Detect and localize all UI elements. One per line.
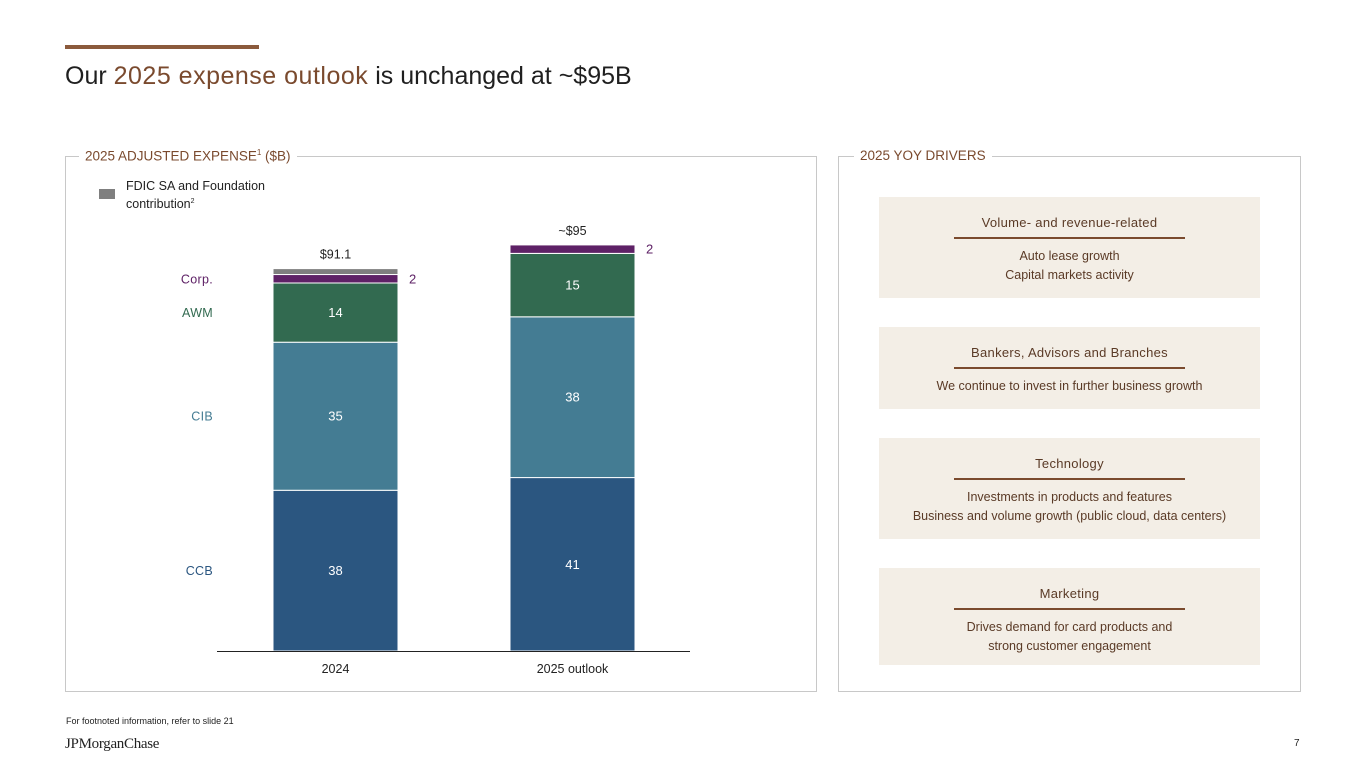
bar-fdic-sa-and-foundation-contribution-2024: [272, 268, 399, 276]
driver-line: Drives demand for card products and: [966, 620, 1173, 634]
bar-corp-2025-outlook: [509, 244, 636, 254]
driver-card: Marketing Drives demand for card products…: [879, 568, 1260, 665]
page-number: 7: [1294, 738, 1300, 749]
driver-line: Auto lease growth: [1019, 249, 1120, 263]
x-tick-2025-outlook: 2025 outlook: [537, 662, 609, 676]
bar-ccb-2024: [272, 489, 399, 652]
bar-cib-2025-outlook: [509, 316, 636, 479]
segment-label-ccb: CCB: [186, 564, 213, 578]
data-label-ccb-2025-outlook: 41: [565, 557, 579, 572]
data-label-awm-2025-outlook: 15: [565, 278, 579, 293]
data-label-ccb-2024: 38: [328, 563, 342, 578]
total-label-2024: $91.1: [320, 248, 351, 262]
expense-panel-label: 2025 ADJUSTED EXPENSE1 ($B): [79, 148, 297, 164]
x-tick-2024: 2024: [322, 662, 350, 676]
bar-awm-2024: [272, 282, 399, 343]
bar-corp-2024: [272, 274, 399, 284]
segment-label-corp: Corp.: [181, 272, 213, 286]
company-logo: JPMorganChase: [65, 736, 160, 752]
driver-card: Volume- and revenue-related Auto lease gr…: [879, 197, 1260, 298]
title-accent-bar: [65, 45, 259, 49]
drivers-panel: 2025 YOY DRIVERS: [838, 148, 1301, 692]
segment-label-awm: AWM: [182, 306, 213, 320]
driver-line: Capital markets activity: [1005, 268, 1134, 282]
driver-title: Marketing: [1039, 586, 1100, 601]
data-label-awm-2024: 14: [328, 305, 342, 320]
data-label-cib-2025-outlook: 38: [565, 390, 579, 405]
driver-title: Volume- and revenue-related: [981, 215, 1158, 230]
legend-label-fdic: FDIC SA and Foundation contribution2: [126, 179, 265, 212]
title-highlight: 2025 expense outlook: [113, 62, 369, 90]
driver-title: Technology: [1035, 456, 1104, 471]
legend-swatch-fdic: [99, 189, 115, 199]
chart-legend: FDIC SA and Foundation contribution2: [99, 178, 296, 212]
driver-title: Bankers, Advisors and Branches: [971, 345, 1168, 360]
footnote: For footnoted information, refer to slid…: [66, 716, 234, 726]
expense-chart-panel: 2025 ADJUSTED EXPENSE1 ($B): [65, 148, 817, 692]
drivers-panel-label: 2025 YOY DRIVERS: [854, 148, 992, 163]
page-title: Our 2025 expense outlook is unchanged at…: [65, 62, 632, 90]
data-label-cib-2024: 35: [328, 409, 342, 424]
driver-divider: [954, 478, 1185, 480]
total-label-2025-outlook: ~$95: [558, 224, 586, 238]
driver-line: We continue to invest in further busines…: [936, 379, 1203, 393]
driver-divider: [954, 608, 1185, 610]
driver-card: Technology Investments in products and fe…: [879, 438, 1260, 539]
driver-line: strong customer engagement: [988, 639, 1151, 653]
data-label-corp-2025-outlook: 2: [646, 242, 653, 257]
driver-line: Investments in products and features: [967, 490, 1172, 504]
bar-awm-2025-outlook: [509, 252, 636, 318]
bar-ccb-2025-outlook: [509, 477, 636, 652]
driver-line: Business and volume growth (public cloud…: [912, 509, 1227, 523]
driver-divider: [954, 237, 1185, 239]
segment-label-cib: CIB: [191, 410, 213, 424]
bar-cib-2024: [272, 341, 399, 491]
driver-card: Bankers, Advisors and Branches We continu…: [879, 327, 1260, 409]
data-label-corp-2024: 2: [409, 271, 416, 286]
driver-divider: [954, 367, 1185, 369]
